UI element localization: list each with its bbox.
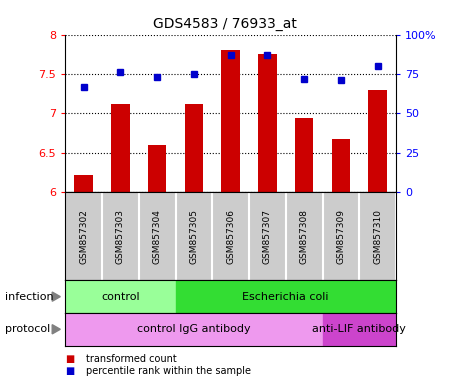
Bar [148,145,166,192]
Bar [176,280,396,313]
Text: Escherichia coli: Escherichia coli [243,291,329,302]
Bar [323,313,396,346]
Text: control: control [101,291,140,302]
Bar [332,139,350,192]
Bar [369,90,387,192]
Bar [221,50,240,192]
Bar [295,118,313,192]
Text: GSM857310: GSM857310 [373,209,382,264]
Bar [65,313,323,346]
Text: percentile rank within the sample: percentile rank within the sample [86,366,251,376]
Text: GSM857302: GSM857302 [79,209,88,263]
Bar [111,104,130,192]
Text: anti-LIF antibody: anti-LIF antibody [312,324,406,334]
Bar [65,280,176,313]
Bar [74,175,93,192]
Text: ■: ■ [65,366,75,376]
Text: GSM857309: GSM857309 [337,209,346,264]
Text: GSM857303: GSM857303 [116,209,125,264]
Text: transformed count: transformed count [86,354,176,364]
Text: GSM857305: GSM857305 [189,209,198,264]
Text: GSM857306: GSM857306 [226,209,235,264]
Text: infection: infection [4,291,53,302]
Text: control IgG antibody: control IgG antibody [137,324,251,334]
Text: GDS4583 / 76933_at: GDS4583 / 76933_at [153,17,297,31]
Bar [258,54,277,192]
Bar [184,104,203,192]
Text: GSM857308: GSM857308 [300,209,309,264]
Text: protocol: protocol [4,324,50,334]
Text: ■: ■ [65,354,75,364]
Text: GSM857304: GSM857304 [153,209,162,263]
Text: GSM857307: GSM857307 [263,209,272,264]
